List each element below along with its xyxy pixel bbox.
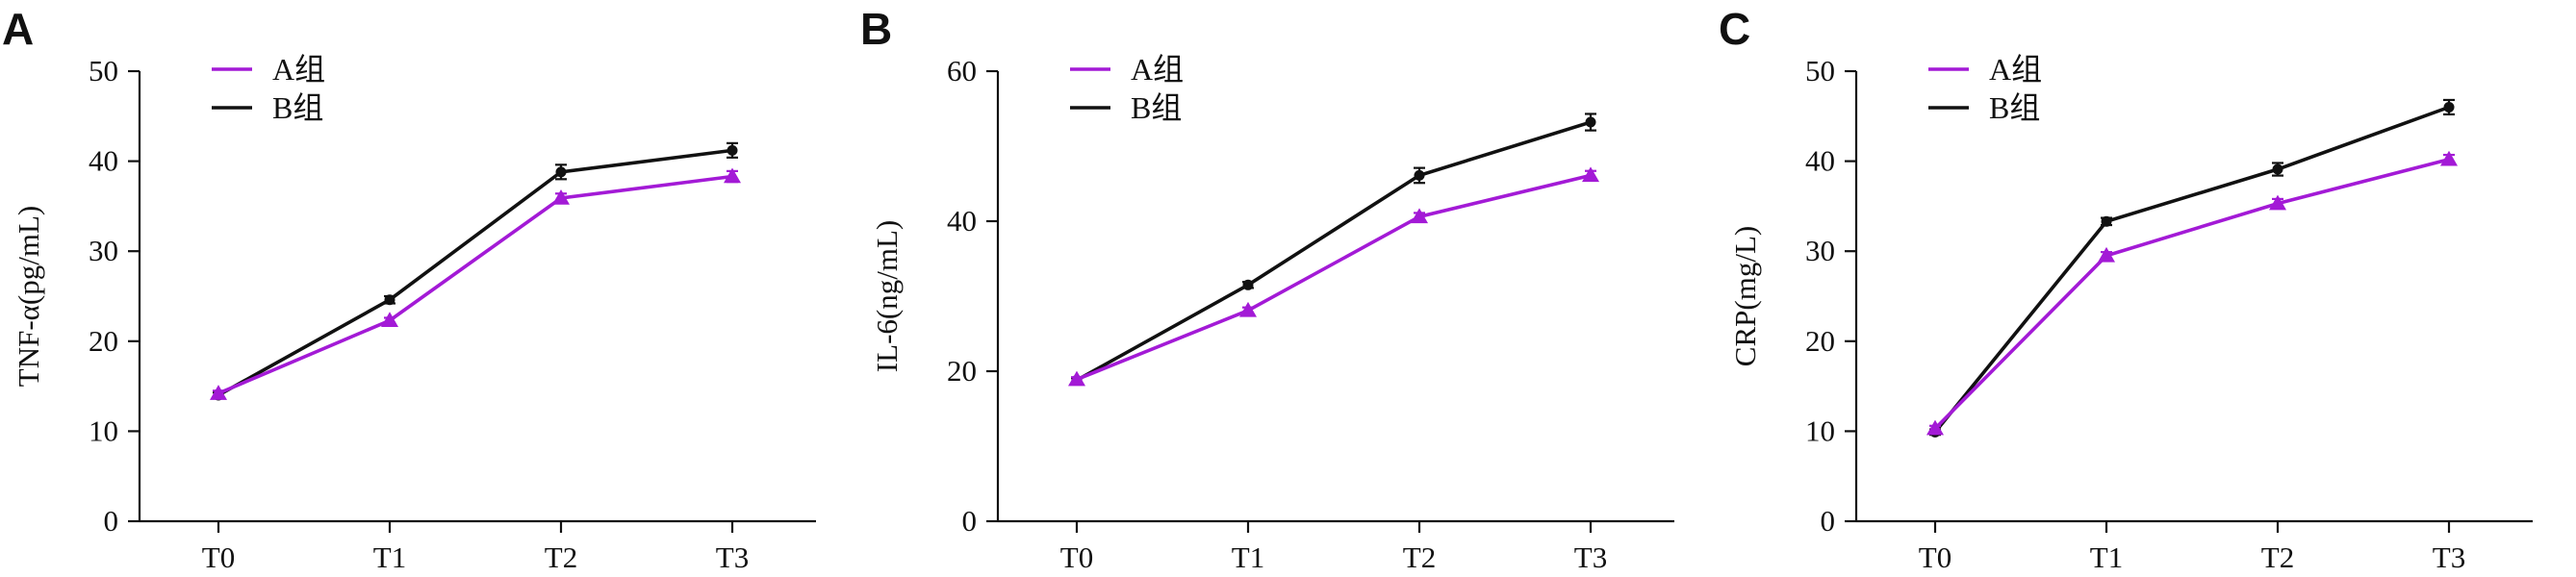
series-a-point [1411,208,1428,224]
series-a-line [1076,173,1592,382]
y-axis-label: CRP(mg/L) [1728,226,1762,366]
series-b-line [1076,120,1592,382]
y-tick-label: 60 [947,54,977,88]
chart-panel-b: B 0 20 40 60 T0 T1 T2 T3 IL-6(ng/mL) A组 B组 [858,0,1717,577]
y-tick-label: 0 [962,504,978,538]
series-a-point [1068,370,1085,387]
y-tick-label: 10 [89,414,118,447]
x-tick-label: T1 [2090,540,2123,574]
legend-label-b: B组 [1989,90,2040,125]
y-tick-label: 50 [1805,54,1835,88]
series-a-point [381,312,398,328]
x-tick-label: T1 [373,540,406,574]
series-b-point [2272,163,2283,175]
x-tick-label: T3 [716,540,749,574]
series-a-point [724,167,741,184]
series-a-point [1926,419,1944,436]
series-b-point [727,144,738,156]
panel-label-a: A [2,4,34,54]
x-tick-label: T0 [202,540,235,574]
y-tick-label: 40 [89,144,118,178]
panel-label-c: C [1719,4,1750,54]
series-a-point [2098,246,2115,263]
legend-label-b: B组 [1131,90,1182,125]
series-b-point [2443,101,2455,113]
x-tick-label: T1 [1232,540,1264,574]
x-tick-label: T0 [1919,540,1951,574]
chart-panel-c: C 0 10 20 30 40 50 T0 T1 T2 T3 CRP(mg/L) A组 B组 [1717,0,2575,577]
series-b-point [1585,116,1596,128]
y-tick-label: 10 [1805,414,1835,447]
y-tick-label: 20 [947,354,977,388]
x-tick-label: T2 [1403,540,1436,574]
series-a-point [1582,166,1599,183]
series-a-point [2269,194,2286,211]
y-tick-label: 30 [89,234,118,267]
series-b-line [217,148,733,397]
series-b-point [1414,169,1425,181]
y-tick-label: 50 [89,54,118,88]
y-axis-label: IL-6(ng/mL) [870,220,904,372]
series-a-point [1239,301,1257,317]
series-a-point [210,385,227,400]
series-a-line [1933,157,2450,430]
series-b-point [384,294,395,306]
y-tick-label: 40 [1805,144,1835,178]
y-tick-label: 40 [947,204,977,238]
series-b-point [2101,215,2112,227]
panel-label-b: B [860,4,892,54]
legend-label-b: B组 [272,90,323,125]
x-tick-label: T3 [1574,540,1607,574]
series-a-line [217,174,733,395]
y-tick-label: 0 [104,504,119,538]
chart-panel-a: A 0 10 20 30 40 50 T0 T1 T2 T3 TNF-α(pg/mL) A组 B组 [0,0,858,577]
x-tick-label: T0 [1060,540,1093,574]
legend-label-a: A组 [1989,52,2042,87]
series-b-line [1933,105,2450,434]
series-a-point [2440,150,2458,166]
y-tick-label: 20 [89,324,118,358]
y-axis-label: TNF-α(pg/mL) [12,206,45,387]
series-b-point [555,166,567,178]
x-tick-label: T3 [2433,540,2465,574]
x-tick-label: T2 [2261,540,2294,574]
y-tick-label: 30 [1805,234,1835,267]
legend-label-a: A组 [1131,52,1184,87]
legend-label-a: A组 [272,52,325,87]
y-tick-label: 0 [1821,504,1836,538]
series-a-point [552,188,570,205]
x-tick-label: T2 [545,540,577,574]
series-b-point [1242,279,1254,290]
y-tick-label: 20 [1805,324,1835,358]
